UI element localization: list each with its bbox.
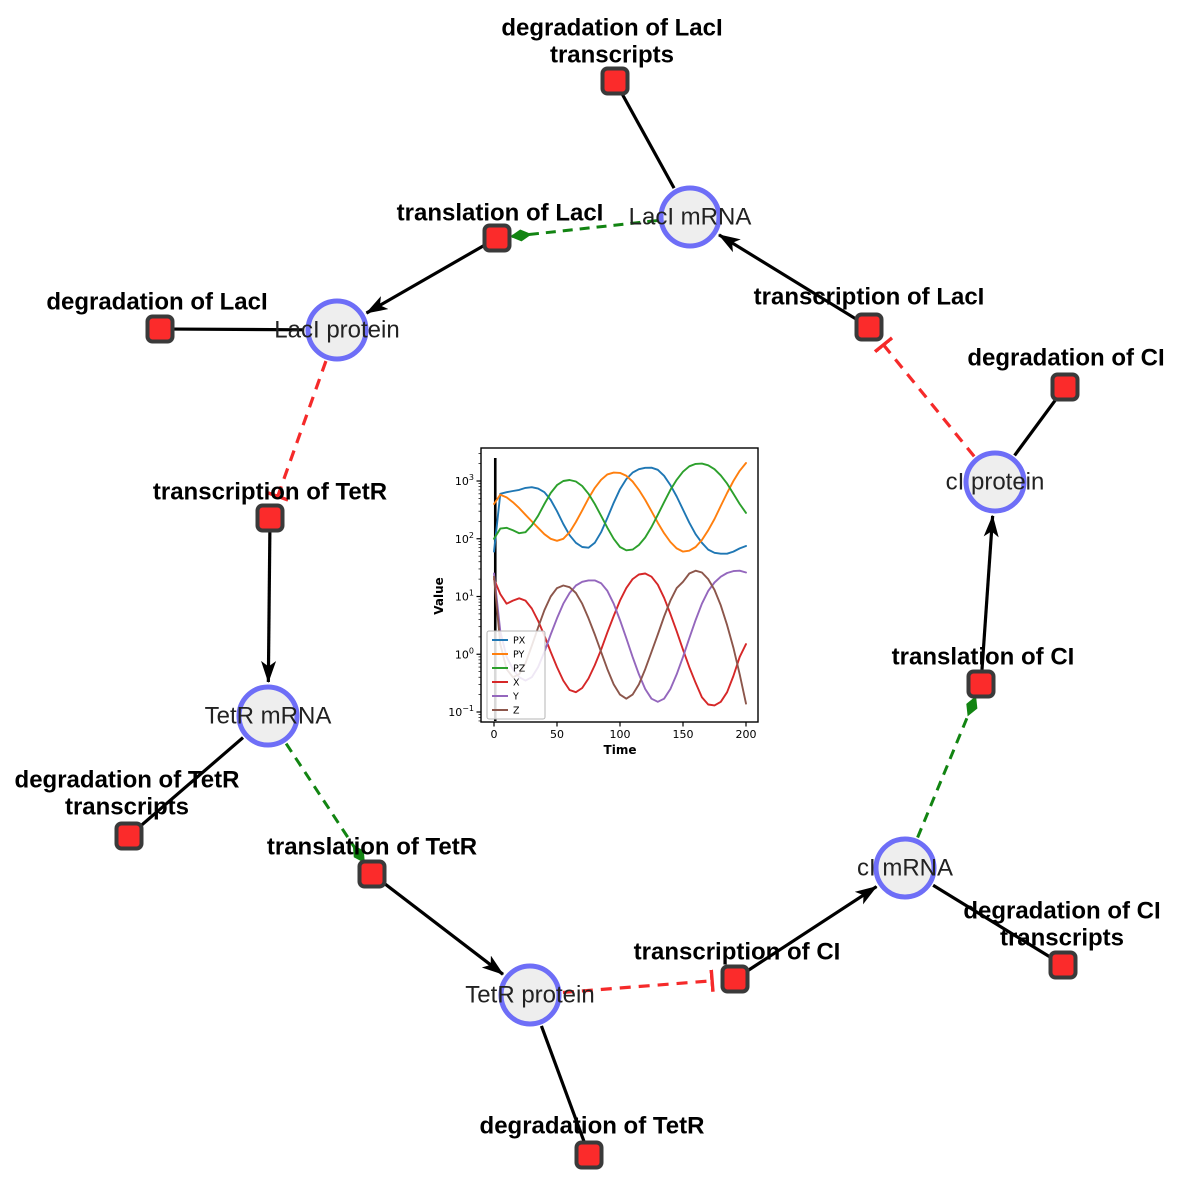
edge-inhibition-ci_protein-tx_laci xyxy=(873,336,976,458)
y-tick-label: 101 xyxy=(455,589,474,604)
timeseries-chart: 103 102 101 100 10−1 0 50 100 150 200 PX PY PZ XYZ Ti… xyxy=(432,447,759,757)
edge-line-ci_mrna-deg_ci_tx xyxy=(932,883,1052,960)
reaction-label-deg_tetr: degradation of TetR xyxy=(480,1113,705,1140)
reaction-node-tx_ci[interactable] xyxy=(720,964,750,994)
axes-frame xyxy=(480,447,759,723)
reaction-label-deg_ci: degradation of CI xyxy=(967,345,1164,372)
species-node-tetr_mrna[interactable] xyxy=(236,684,300,748)
edge-line-ci_protein-deg_ci xyxy=(1013,397,1058,457)
species-node-tetr_protein[interactable] xyxy=(498,963,562,1027)
x-tick-label: 200 xyxy=(736,728,757,741)
edge-inhibition-tetr_protein-tx_ci xyxy=(562,969,715,995)
y-tick-label: 102 xyxy=(455,531,474,546)
edge-inhibition-laci_protein-tx_tetr xyxy=(266,360,328,502)
edge-line-tetr_mrna-deg_tetr_tx xyxy=(138,736,245,829)
legend: PX PY PZ XYZ xyxy=(486,630,546,720)
edge-line-tetr_protein-deg_tetr xyxy=(539,1025,586,1143)
edge-line-laci_protein-deg_laci xyxy=(173,327,305,332)
species-label-tetr_protein: TetR protein xyxy=(465,982,594,1009)
species-label-ci_mrna: cI mRNA xyxy=(857,855,953,882)
reaction-label-deg_tetr_tx-line2: transcripts xyxy=(65,794,189,821)
species-node-ci_mrna[interactable] xyxy=(873,836,937,900)
species-label-tetr_mrna: TetR mRNA xyxy=(205,703,332,730)
y-tick-label: 100 xyxy=(455,646,474,661)
edge-arrow-tl_ci-ci_protein xyxy=(980,514,999,672)
x-tick-label: 100 xyxy=(610,728,631,741)
reaction-label-deg_laci: degradation of LacI xyxy=(46,289,267,316)
edge-modifier-tetr_mrna-tl_tetr xyxy=(284,742,366,864)
y-tick-label: 10−1 xyxy=(448,704,474,719)
legend-label-PY: PY xyxy=(513,650,525,661)
edge-line-laci_mrna-deg_laci_tx xyxy=(620,92,676,189)
reaction-node-deg_tetr[interactable] xyxy=(574,1140,604,1170)
reaction-label-tl_laci: translation of LacI xyxy=(397,200,604,227)
legend-label-Y: Y xyxy=(512,692,519,703)
x-tick-label: 150 xyxy=(673,728,694,741)
reaction-node-tx_tetr[interactable] xyxy=(255,503,285,533)
species-node-ci_protein[interactable] xyxy=(963,450,1027,514)
reaction-label-deg_ci_tx-line2: transcripts xyxy=(1000,925,1124,952)
x-tick-label: 50 xyxy=(550,728,564,741)
reaction-label-tl_tetr: translation of TetR xyxy=(267,834,477,861)
edge-arrow-tl_tetr-tetr_protein xyxy=(381,880,504,976)
series-PX xyxy=(493,466,747,555)
legend-label-PX: PX xyxy=(513,636,526,647)
reaction-node-deg_laci[interactable] xyxy=(145,314,175,344)
edge-modifier-ci_mrna-tl_ci xyxy=(916,696,978,839)
reaction-label-deg_laci_tx-line1: degradation of LacI xyxy=(501,15,722,42)
reaction-label-tx_laci: transcription of LacI xyxy=(754,284,985,311)
x-tick-label: 0 xyxy=(491,728,498,741)
edge-arrow-tx_tetr-tetr_mrna xyxy=(261,530,277,684)
y-axis-label: Value xyxy=(432,577,446,615)
series-PZ xyxy=(493,462,747,552)
nodes-layer xyxy=(114,66,1080,1170)
species-node-laci_protein[interactable] xyxy=(305,298,369,362)
series-X xyxy=(493,572,747,707)
reaction-node-tl_tetr[interactable] xyxy=(357,859,387,889)
reaction-label-tx_ci: transcription of CI xyxy=(634,939,841,966)
edge-modifier-laci_mrna-tl_laci xyxy=(509,219,658,242)
reaction-node-deg_ci[interactable] xyxy=(1050,372,1080,402)
reaction-node-tl_laci[interactable] xyxy=(482,223,512,253)
reaction-node-deg_laci_tx[interactable] xyxy=(600,66,630,96)
legend-label-X: X xyxy=(513,678,520,689)
edge-arrow-tl_laci-laci_protein xyxy=(365,243,487,315)
legend-label-Z: Z xyxy=(513,706,520,717)
reaction-node-deg_ci_tx[interactable] xyxy=(1048,950,1078,980)
reaction-label-tx_tetr: transcription of TetR xyxy=(153,479,387,506)
labels-layer: degradation of LacItranscriptstranslatio… xyxy=(15,15,1165,1140)
x-axis-label: Time xyxy=(604,743,637,757)
legend-label-PZ: PZ xyxy=(513,664,526,675)
reaction-node-tx_laci[interactable] xyxy=(854,312,884,342)
reaction-label-tl_ci: translation of CI xyxy=(892,644,1075,671)
reaction-label-deg_tetr_tx-line1: degradation of TetR xyxy=(15,767,240,794)
reaction-node-deg_tetr_tx[interactable] xyxy=(114,821,144,851)
species-label-ci_protein: cI protein xyxy=(946,469,1045,496)
y-tick-label: 103 xyxy=(455,473,474,488)
species-node-laci_mrna[interactable] xyxy=(658,185,722,249)
reaction-label-deg_laci_tx-line2: transcripts xyxy=(550,42,674,69)
reaction-node-tl_ci[interactable] xyxy=(966,669,996,699)
species-label-laci_protein: LacI protein xyxy=(274,317,399,344)
edge-arrow-tx_ci-ci_mrna xyxy=(745,885,878,974)
series-PY xyxy=(493,462,747,553)
reaction-label-deg_ci_tx-line1: degradation of CI xyxy=(963,898,1160,925)
edge-arrow-tx_laci-laci_mrna xyxy=(718,233,859,322)
edges-layer xyxy=(138,92,1058,1143)
species-label-laci_mrna: LacI mRNA xyxy=(629,204,752,231)
